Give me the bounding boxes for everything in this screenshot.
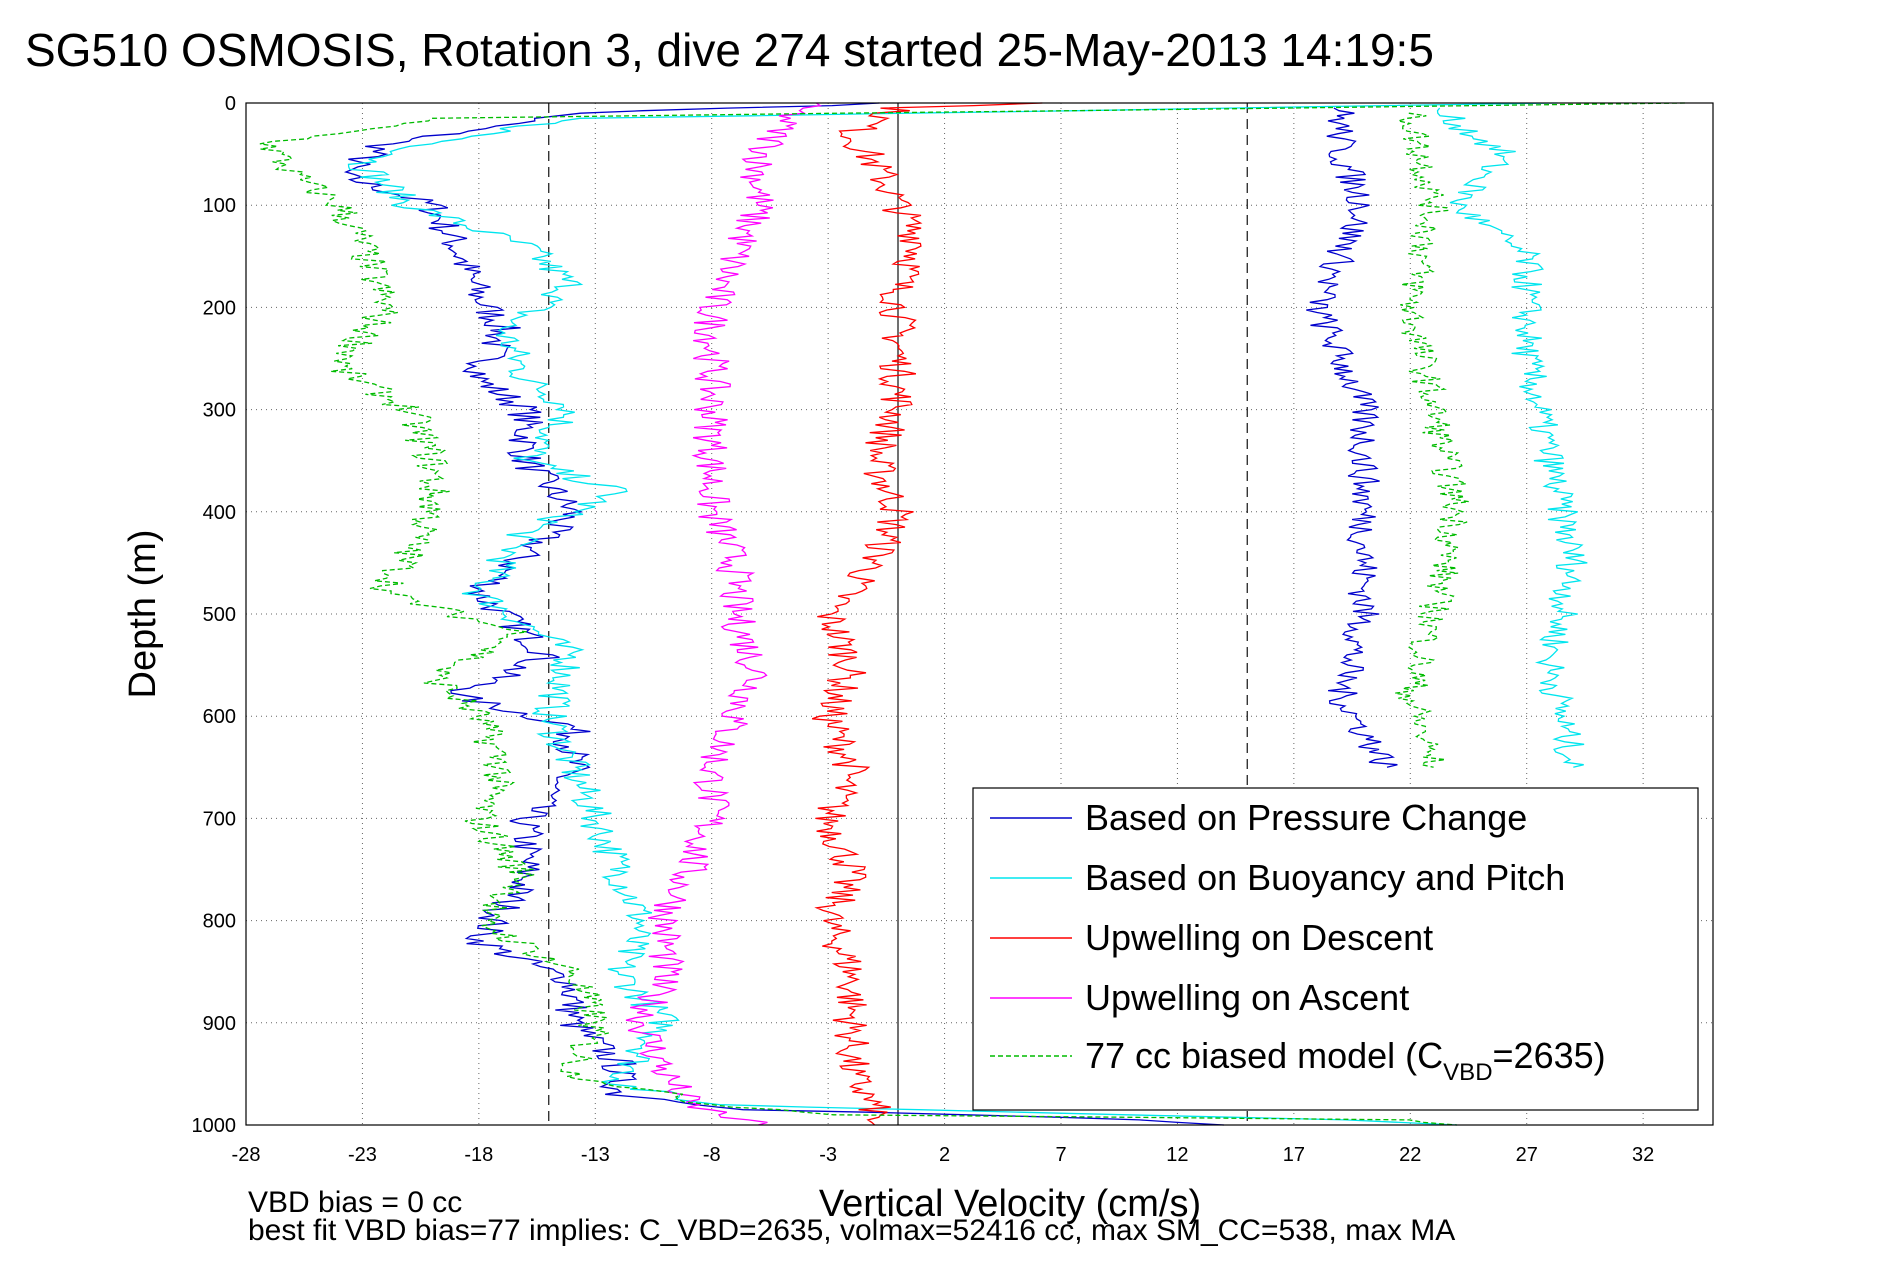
x-tick-label: -23: [348, 1144, 377, 1166]
series-line-3: [625, 102, 822, 1126]
legend-label-1: Based on Buoyancy and Pitch: [1085, 857, 1565, 898]
y-tick-label: 0: [225, 93, 236, 115]
y-tick-label: 1000: [192, 1115, 237, 1137]
y-tick-label: 100: [203, 195, 236, 217]
annotation-vbd-bias: VBD bias = 0 cc: [248, 1186, 462, 1219]
x-ticks: -28 -23 -18 -13 -8 -3 2 7 12 17 22 27 32: [232, 1144, 1655, 1166]
x-axis-label: Vertical Velocity (cm/s): [819, 1183, 1201, 1225]
x-tick-label: 12: [1166, 1144, 1188, 1166]
ascent-line-0: [1306, 107, 1398, 768]
annotation-best-fit: best fit VBD bias=77 implies: C_VBD=2635…: [248, 1214, 1455, 1247]
legend: Based on Pressure Change Based on Buoyanc…: [972, 787, 1699, 1111]
series-line-0: [343, 102, 1225, 1126]
x-tick-label: 17: [1283, 1144, 1305, 1166]
y-tick-label: 200: [203, 297, 236, 319]
x-tick-label: -28: [232, 1144, 261, 1166]
y-tick-label: 600: [203, 706, 236, 728]
legend-label-2: Upwelling on Descent: [1085, 917, 1433, 958]
ascent-line-2: [1394, 112, 1469, 768]
x-tick-label: -13: [581, 1144, 610, 1166]
y-axis-label: Depth (m): [122, 530, 164, 699]
legend-label-4: 77 cc biased model (CVBD=2635): [1085, 1035, 1606, 1086]
y-tick-label: 900: [203, 1013, 236, 1035]
x-tick-label: 32: [1632, 1144, 1654, 1166]
y-tick-label: 400: [203, 502, 236, 524]
legend-box: [972, 787, 1699, 1111]
x-tick-label: 27: [1516, 1144, 1538, 1166]
chart-title: SG510 OSMOSIS, Rotation 3, dive 274 star…: [25, 24, 1434, 76]
y-ticks: 0 100 200 300 400 500 600 700 800 900 1000: [192, 93, 237, 1137]
x-tick-label: -3: [819, 1144, 837, 1166]
y-tick-label: 700: [203, 808, 236, 830]
y-tick-label: 800: [203, 911, 236, 933]
x-tick-label: 2: [939, 1144, 950, 1166]
y-tick-label: 300: [203, 400, 236, 422]
legend-label-0: Based on Pressure Change: [1085, 797, 1527, 838]
series-line-4: [259, 102, 1686, 1126]
ascent-line-1: [1436, 107, 1588, 768]
series-lines: [259, 102, 1686, 1126]
series-line-1: [347, 102, 1558, 1126]
grid: [245, 102, 1713, 1126]
plot-frame: [245, 102, 1714, 1126]
x-tick-label: -18: [464, 1144, 493, 1166]
legend-label-3: Upwelling on Ascent: [1085, 977, 1409, 1018]
series-line-2: [811, 102, 1043, 1126]
y-tick-label: 500: [203, 604, 236, 626]
x-tick-label: 22: [1399, 1144, 1421, 1166]
x-tick-label: 7: [1055, 1144, 1066, 1166]
x-tick-label: -8: [703, 1144, 721, 1166]
